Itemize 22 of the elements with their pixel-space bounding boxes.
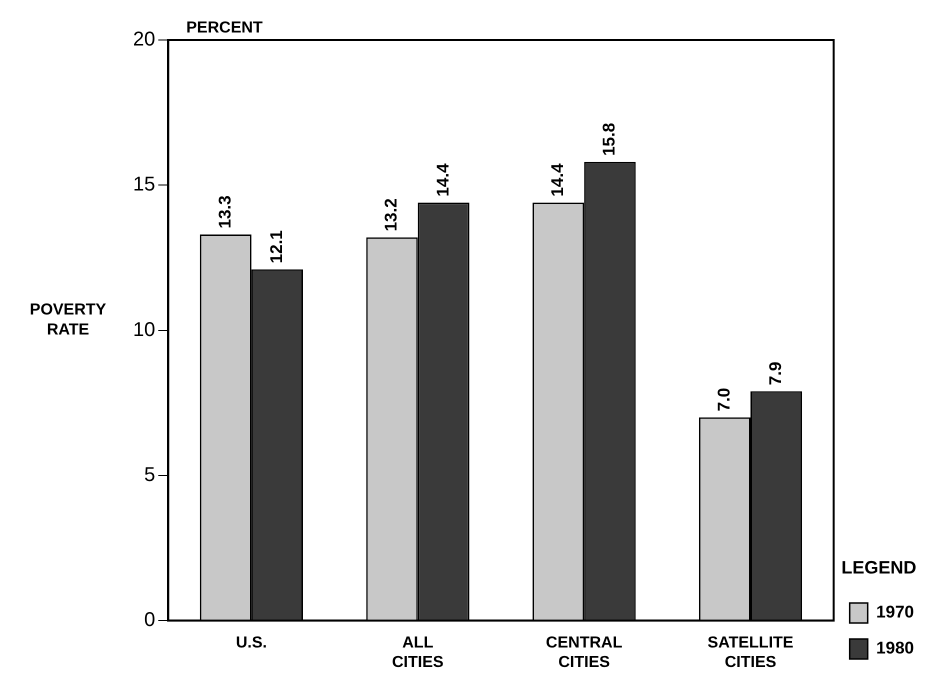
x-tick-label: CENTRAL CITIES (546, 634, 623, 671)
data-label: 12.1 (266, 230, 286, 264)
y-tick-label: 20 (132, 28, 156, 51)
y-tick-label: 0 (144, 609, 156, 632)
x-tick-label: ALL CITIES (392, 634, 444, 671)
y-tick-label: 5 (144, 464, 156, 486)
x-tick-label: SATELLITE CITIES (708, 634, 794, 671)
data-label: 13.3 (215, 195, 234, 228)
y-tick-label: 15 (132, 174, 156, 196)
data-label: 13.2 (382, 198, 401, 232)
data-label: 14.4 (433, 162, 452, 197)
data-label: 7.0 (714, 388, 734, 412)
y-axis-title: POVERTY RATE (30, 302, 107, 339)
x-tick-label: U.S. (236, 634, 267, 652)
y-tick-label: 10 (132, 318, 156, 341)
legend-title: LEGEND (841, 557, 916, 578)
legend-label: 1970 (876, 602, 914, 622)
data-label: 15.8 (600, 122, 619, 156)
data-label: 14.4 (548, 162, 568, 197)
data-label: 7.9 (766, 362, 785, 386)
text: PERCENT (186, 19, 263, 36)
legend-label: 1980 (876, 638, 914, 658)
